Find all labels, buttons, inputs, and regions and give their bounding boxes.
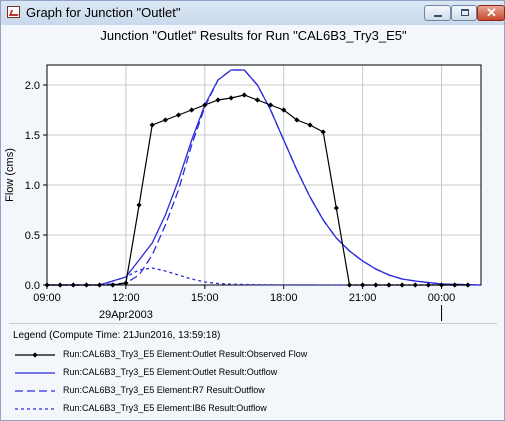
data-point [373,282,379,288]
legend-label: Run:CAL6B3_Try3_E5 Element:Outlet Result… [63,367,278,377]
data-point [57,282,63,288]
close-icon: ✕ [486,5,497,20]
data-point [438,282,445,288]
close-button[interactable]: ✕ [477,5,505,21]
data-point [149,122,155,128]
data-point [189,107,195,113]
legend-item: Run:CAL6B3_Try3_E5 Element:Outlet Result… [13,348,493,362]
legend-label: Run:CAL6B3_Try3_E5 Element:Outlet Result… [63,349,308,359]
data-point [97,282,103,288]
legend-item: Run:CAL6B3_Try3_E5 Element:IB6 Result:Ou… [13,402,493,416]
data-point [452,282,458,288]
legend-swatch [15,408,55,410]
data-point [281,107,287,113]
x-tick-label: 18:00 [270,292,298,304]
data-point [44,282,50,288]
legend-label: Run:CAL6B3_Try3_E5 Element:R7 Result:Out… [63,385,265,395]
data-point [110,282,116,288]
data-point [70,282,76,288]
x-tick-label: 09:00 [33,292,61,304]
title-bar[interactable]: Graph for Junction "Outlet" ✕ [1,1,505,25]
y-tick-label: 1.5 [25,130,40,142]
x-tick-label: 15:00 [191,292,219,304]
data-point [346,282,353,288]
legend-item: Run:CAL6B3_Try3_E5 Element:R7 Result:Out… [13,384,493,398]
maximize-icon [461,9,469,16]
legend-swatch [15,372,55,374]
chart-title: Junction "Outlet" Results for Run "CAL6B… [100,28,407,43]
legend-swatch [15,352,55,358]
legend-title: Legend (Compute Time: 21Jun2016, 13:59:1… [13,330,221,341]
data-point [425,282,431,288]
window-title: Graph for Junction "Outlet" [26,5,181,20]
data-point [294,117,300,123]
minimize-button[interactable] [424,5,451,21]
data-point [465,282,471,288]
y-tick-label: 0.0 [25,280,40,292]
flow-chart: 0.0 0.5 1.0 1.5 2.0 09:00 12:00 15:00 18:00 21:00… [4,64,482,321]
data-point [83,282,90,288]
graph-icon [7,6,20,18]
y-tick-label: 2.0 [25,80,40,92]
y-tick-label: 1.0 [25,180,40,192]
x-tick-label: 00:00 [428,292,456,304]
data-point [399,282,405,288]
legend-marker [32,352,38,358]
data-point [136,202,142,208]
data-point [175,112,182,118]
maximize-button[interactable] [451,5,477,21]
legend-label: Run:CAL6B3_Try3_E5 Element:IB6 Result:Ou… [63,403,267,413]
data-point [360,282,366,288]
legend-item: Run:CAL6B3_Try3_E5 Element:Outlet Result… [13,366,493,380]
data-point [162,117,168,123]
series-line [47,267,481,286]
x-tick-label: 12:00 [112,292,140,304]
x-tick-label: 21:00 [349,292,377,304]
minimize-icon [434,15,442,17]
data-point [307,122,313,128]
data-point [123,280,129,286]
y-axis-label: Flow (cms) [4,148,16,202]
legend: Legend (Compute Time: 21Jun2016, 13:59:1… [9,323,497,420]
y-tick-label: 0.5 [25,230,40,242]
data-point [320,129,326,135]
data-point [333,205,339,211]
legend-swatch [15,390,55,392]
data-point [412,282,418,288]
date-label: 29Apr2003 [99,309,153,321]
data-point [386,282,392,288]
series-line [47,69,482,286]
